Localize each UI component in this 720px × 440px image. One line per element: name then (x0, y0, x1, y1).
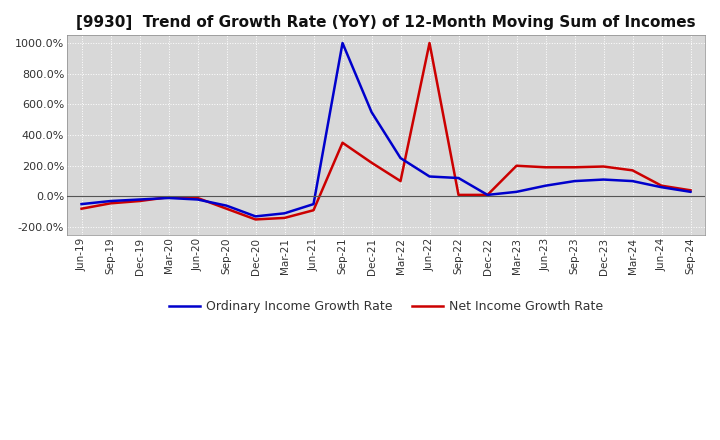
Net Income Growth Rate (426, 40, 434, 46)
Ordinary Income Growth Rate (686, 189, 695, 194)
Ordinary Income Growth Rate (222, 203, 231, 208)
Ordinary Income Growth Rate (599, 177, 608, 182)
Net Income Growth Rate (338, 140, 347, 145)
Net Income Growth Rate (628, 168, 636, 173)
Net Income Growth Rate (570, 165, 579, 170)
Net Income Growth Rate (657, 183, 666, 188)
Ordinary Income Growth Rate (657, 185, 666, 190)
Ordinary Income Growth Rate (483, 192, 492, 198)
Line: Ordinary Income Growth Rate: Ordinary Income Growth Rate (81, 43, 690, 216)
Ordinary Income Growth Rate (135, 197, 144, 202)
Net Income Growth Rate (280, 215, 289, 220)
Ordinary Income Growth Rate (367, 110, 376, 115)
Ordinary Income Growth Rate (309, 202, 318, 207)
Net Income Growth Rate (309, 208, 318, 213)
Net Income Growth Rate (512, 163, 521, 169)
Net Income Growth Rate (222, 206, 231, 211)
Ordinary Income Growth Rate (426, 174, 434, 179)
Ordinary Income Growth Rate (107, 198, 115, 204)
Net Income Growth Rate (77, 206, 86, 211)
Ordinary Income Growth Rate (164, 195, 173, 201)
Legend: Ordinary Income Growth Rate, Net Income Growth Rate: Ordinary Income Growth Rate, Net Income … (164, 295, 608, 318)
Net Income Growth Rate (599, 164, 608, 169)
Ordinary Income Growth Rate (628, 179, 636, 184)
Ordinary Income Growth Rate (570, 179, 579, 184)
Net Income Growth Rate (541, 165, 550, 170)
Ordinary Income Growth Rate (454, 176, 463, 181)
Net Income Growth Rate (483, 192, 492, 198)
Line: Net Income Growth Rate: Net Income Growth Rate (81, 43, 690, 220)
Net Income Growth Rate (164, 194, 173, 200)
Net Income Growth Rate (454, 192, 463, 198)
Net Income Growth Rate (107, 201, 115, 206)
Net Income Growth Rate (135, 198, 144, 204)
Title: [9930]  Trend of Growth Rate (YoY) of 12-Month Moving Sum of Incomes: [9930] Trend of Growth Rate (YoY) of 12-… (76, 15, 696, 30)
Ordinary Income Growth Rate (396, 155, 405, 161)
Net Income Growth Rate (367, 160, 376, 165)
Ordinary Income Growth Rate (193, 197, 202, 202)
Ordinary Income Growth Rate (77, 202, 86, 207)
Net Income Growth Rate (193, 195, 202, 201)
Ordinary Income Growth Rate (512, 189, 521, 194)
Ordinary Income Growth Rate (338, 40, 347, 46)
Ordinary Income Growth Rate (541, 183, 550, 188)
Ordinary Income Growth Rate (280, 211, 289, 216)
Ordinary Income Growth Rate (251, 214, 260, 219)
Net Income Growth Rate (251, 217, 260, 222)
Net Income Growth Rate (686, 187, 695, 193)
Net Income Growth Rate (396, 179, 405, 184)
